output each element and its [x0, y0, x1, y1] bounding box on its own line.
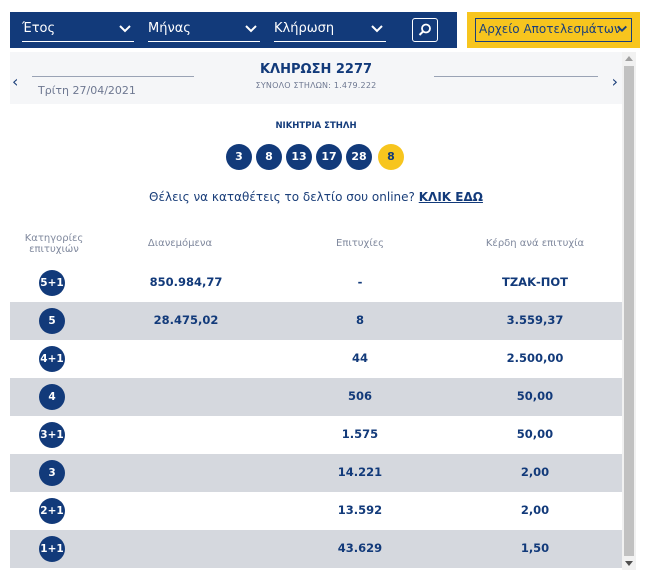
- distributed-amount: 28.475,02: [153, 313, 219, 327]
- header-categories: Κατηγορίες επιτυχιών: [24, 233, 84, 255]
- year-select-underline: [22, 41, 134, 42]
- year-select-label: Έτος: [22, 21, 56, 36]
- winning-ball: 3: [226, 144, 252, 170]
- wins-count: -: [357, 275, 363, 289]
- next-draw-arrow[interactable]: ›: [611, 72, 618, 91]
- wins-count: 44: [351, 351, 368, 365]
- winning-ball: 28: [346, 144, 372, 170]
- search-icon: [418, 23, 431, 36]
- wins-count: 506: [347, 389, 372, 403]
- category-badge: 1+1: [39, 536, 65, 562]
- category-badge: 4: [39, 384, 65, 410]
- divider: [434, 76, 598, 77]
- chevron-down-icon: [617, 25, 627, 33]
- chevron-down-icon: [119, 25, 131, 33]
- prize-per-win: 1,50: [520, 541, 550, 555]
- winning-column-label: ΝΙΚΗΤΡΙΑ ΣΤΗΛΗ: [275, 121, 357, 131]
- prize-per-win: ΤΖΑΚ-ΠΟΤ: [501, 275, 568, 289]
- category-badge: 5: [39, 308, 65, 334]
- prize-per-win: 3.559,37: [506, 313, 564, 327]
- scrollbar-thumb[interactable]: [624, 66, 634, 556]
- draw-select-label: Κλήρωση: [274, 21, 335, 36]
- header-prize: Κέρδη ανά επιτυχία: [485, 238, 585, 249]
- table-row: 5 28.475,02 8 3.559,37: [10, 302, 622, 340]
- results-archive-dropdown[interactable]: Αρχείο Αποτελεσμάτων: [467, 12, 640, 48]
- total-columns: ΣΥΝΟΛΟ ΣΤΗΛΩΝ: 1.479.222: [255, 81, 377, 90]
- wins-count: 13.592: [337, 503, 383, 517]
- draw-date: Τρίτη 27/04/2021: [38, 84, 136, 97]
- winning-ball: 17: [316, 144, 342, 170]
- wins-count: 1.575: [341, 427, 379, 441]
- archive-frame: [475, 18, 632, 42]
- wins-count: 43.629: [337, 541, 383, 555]
- category-badge: 2+1: [39, 498, 65, 524]
- chevron-down-icon: [245, 25, 257, 33]
- table-row: 1+1 43.629 1,50: [10, 530, 622, 568]
- month-select[interactable]: Μήνας: [148, 12, 260, 48]
- search-button[interactable]: [412, 18, 438, 42]
- table-row: 2+1 13.592 2,00: [10, 492, 622, 530]
- previous-draw-arrow[interactable]: ‹: [12, 72, 19, 91]
- divider: [32, 76, 194, 77]
- prize-per-win: 50,00: [516, 427, 554, 441]
- month-select-label: Μήνας: [148, 21, 191, 36]
- table-row: 4 506 50,00: [10, 378, 622, 416]
- wins-count: 14.221: [337, 465, 383, 479]
- draw-header: ‹ Τρίτη 27/04/2021 ΚΛΗΡΩΣΗ 2277 ΣΥΝΟΛΟ Σ…: [10, 52, 622, 104]
- year-select[interactable]: Έτος: [22, 12, 134, 48]
- prize-per-win: 2,00: [520, 465, 550, 479]
- category-badge: 5+1: [39, 270, 65, 296]
- category-badge: 3: [39, 460, 65, 486]
- filter-selectors: Έτος Μήνας Κλήρωση: [10, 12, 457, 48]
- scroll-up-arrow[interactable]: [625, 56, 633, 61]
- prize-per-win: 2,00: [520, 503, 550, 517]
- month-select-underline: [148, 41, 260, 42]
- joker-ball: 8: [378, 144, 404, 170]
- wins-count: 8: [355, 313, 364, 327]
- archive-label: Αρχείο Αποτελεσμάτων: [479, 22, 621, 36]
- table-row: 5+1 850.984,77 - ΤΖΑΚ-ΠΟΤ: [10, 264, 622, 302]
- draw-title: ΚΛΗΡΩΣΗ 2277: [259, 62, 373, 77]
- online-bet-text: Θέλεις να καταθέτεις το δελτίο σου onlin…: [149, 190, 415, 204]
- prize-per-win: 2.500,00: [506, 351, 564, 365]
- table-row: 4+1 44 2.500,00: [10, 340, 622, 378]
- draw-select[interactable]: Κλήρωση: [274, 12, 386, 48]
- header-wins: Επιτυχίες: [336, 238, 384, 249]
- category-badge: 3+1: [39, 422, 65, 448]
- winning-ball: 8: [256, 144, 282, 170]
- draw-select-underline: [274, 41, 386, 42]
- results-panel: ‹ Τρίτη 27/04/2021 ΚΛΗΡΩΣΗ 2277 ΣΥΝΟΛΟ Σ…: [10, 52, 622, 570]
- table-header: Κατηγορίες επιτυχιών Διανεμόμενα Επιτυχί…: [10, 224, 622, 264]
- chevron-down-icon: [371, 25, 383, 33]
- table-row: 3+1 1.575 50,00: [10, 416, 622, 454]
- winning-ball: 13: [286, 144, 312, 170]
- vertical-scrollbar[interactable]: [622, 52, 636, 570]
- distributed-amount: 850.984,77: [149, 275, 223, 289]
- click-here-link[interactable]: ΚΛΙΚ ΕΔΩ: [418, 190, 483, 204]
- prize-per-win: 50,00: [516, 389, 554, 403]
- table-row: 3 14.221 2,00: [10, 454, 622, 492]
- scroll-down-arrow[interactable]: [625, 561, 633, 566]
- filter-bar: Έτος Μήνας Κλήρωση Αρχείο Αποτελεσμάτων: [10, 12, 640, 48]
- header-distributed: Διανεμόμενα: [147, 238, 213, 249]
- category-badge: 4+1: [39, 346, 65, 372]
- online-bet-prompt: Θέλεις να καταθέτεις το δελτίο σου onlin…: [10, 190, 622, 204]
